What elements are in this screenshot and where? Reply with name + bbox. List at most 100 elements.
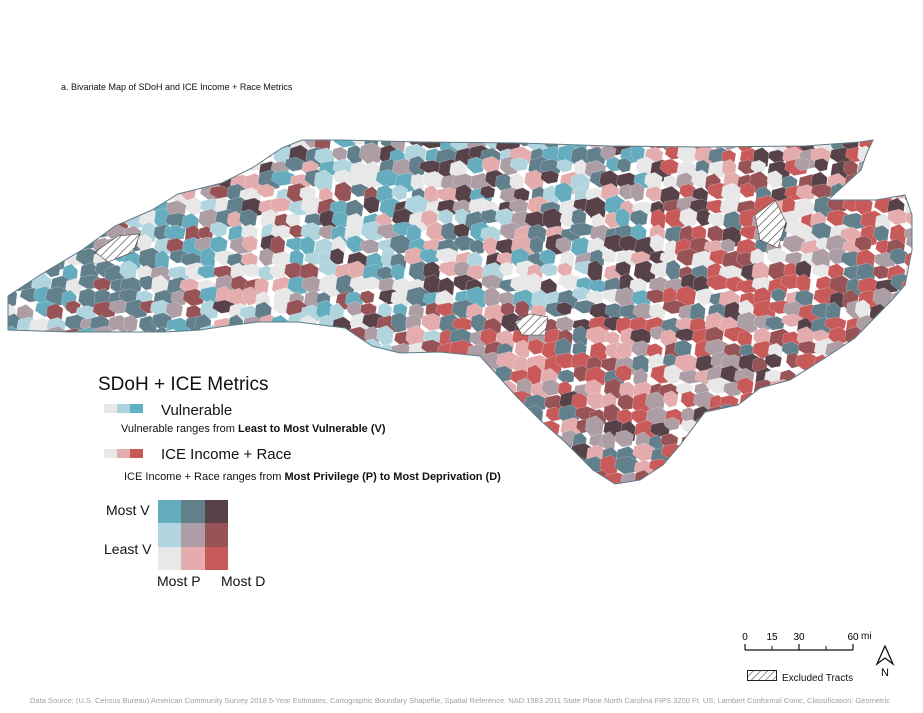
census-tract (725, 432, 748, 451)
census-tract (842, 393, 866, 415)
census-tract (289, 482, 309, 484)
census-tract (875, 391, 895, 410)
census-tract (466, 394, 489, 417)
census-tract (47, 186, 65, 210)
census-tract (513, 485, 533, 504)
census-tract (34, 226, 51, 246)
census-tract (17, 210, 34, 233)
census-tract (556, 159, 573, 173)
census-tract (344, 356, 367, 378)
census-tract (137, 330, 159, 354)
census-tract (198, 353, 220, 376)
census-tract (320, 485, 345, 500)
census-tract (903, 317, 912, 337)
census-tract (901, 328, 912, 349)
census-tract (33, 378, 50, 396)
bivariate-cell (181, 500, 205, 524)
census-tract (390, 370, 413, 386)
census-tract (273, 405, 297, 422)
census-tract (754, 483, 772, 484)
census-tract (889, 169, 912, 192)
census-tract (93, 431, 111, 450)
census-tract (18, 159, 40, 174)
census-tract (224, 341, 245, 359)
census-tract (854, 421, 873, 435)
census-tract (48, 200, 67, 218)
census-tract (859, 483, 885, 484)
census-tract (887, 303, 911, 324)
census-tract (871, 316, 893, 337)
census-tract (168, 173, 194, 188)
census-tract (392, 483, 412, 484)
most-p-label: Most P (157, 573, 201, 589)
census-tract (44, 260, 61, 278)
census-tract (422, 406, 447, 430)
census-tract (269, 482, 292, 484)
census-tract (45, 420, 61, 438)
census-tract (886, 144, 902, 163)
census-tract (859, 174, 881, 195)
census-tract (333, 330, 355, 349)
census-tract (227, 327, 251, 349)
census-tract (331, 146, 348, 161)
census-tract (48, 148, 66, 165)
census-tract (92, 355, 107, 371)
census-tract (768, 149, 786, 164)
census-tract (90, 483, 106, 484)
census-tract (508, 460, 533, 480)
census-tract (48, 354, 68, 378)
census-tract (888, 432, 905, 453)
census-tract (649, 234, 665, 253)
census-tract (425, 382, 448, 397)
census-tract (769, 421, 792, 439)
census-tract (120, 331, 140, 346)
census-tract (856, 368, 880, 391)
census-tract (328, 446, 348, 467)
census-tract (92, 185, 115, 201)
census-tract (905, 355, 912, 376)
census-tract (48, 486, 63, 501)
bivariate-cell (181, 546, 205, 570)
census-tract (453, 365, 478, 387)
census-tract (693, 460, 712, 480)
census-tract (435, 420, 456, 435)
census-tract (845, 429, 869, 449)
census-tract (614, 482, 636, 484)
census-tract (124, 156, 142, 175)
census-tract (79, 162, 95, 178)
census-tract (629, 209, 649, 227)
census-tract (875, 457, 897, 477)
ramp-swatch (117, 404, 130, 413)
census-tract (451, 392, 468, 410)
census-tract (90, 212, 114, 228)
census-tract (149, 354, 175, 372)
census-tract (345, 444, 366, 469)
scale-unit: mi (861, 631, 872, 642)
census-tract (410, 354, 430, 372)
census-tract (79, 147, 102, 162)
census-tract (452, 223, 470, 239)
census-tract (318, 337, 337, 361)
census-tract (20, 419, 39, 441)
ramp-swatch (104, 404, 117, 413)
census-tract (679, 482, 700, 484)
census-tract (898, 158, 912, 179)
census-tract (259, 325, 279, 342)
census-tract (316, 364, 332, 385)
census-tract (332, 480, 353, 484)
census-tract (89, 456, 105, 480)
census-tract (181, 147, 205, 169)
census-tract (390, 289, 411, 309)
excluded-tract-east (754, 199, 787, 249)
census-tract (649, 483, 674, 484)
census-tract (20, 470, 42, 484)
census-tract (874, 370, 893, 385)
census-tract (93, 148, 115, 169)
census-tract (508, 468, 532, 484)
census-tract (740, 473, 758, 484)
census-tract (275, 377, 291, 401)
census-tract (468, 239, 486, 255)
census-tract (241, 235, 259, 252)
census-tract (137, 140, 155, 155)
census-tract (904, 210, 912, 227)
